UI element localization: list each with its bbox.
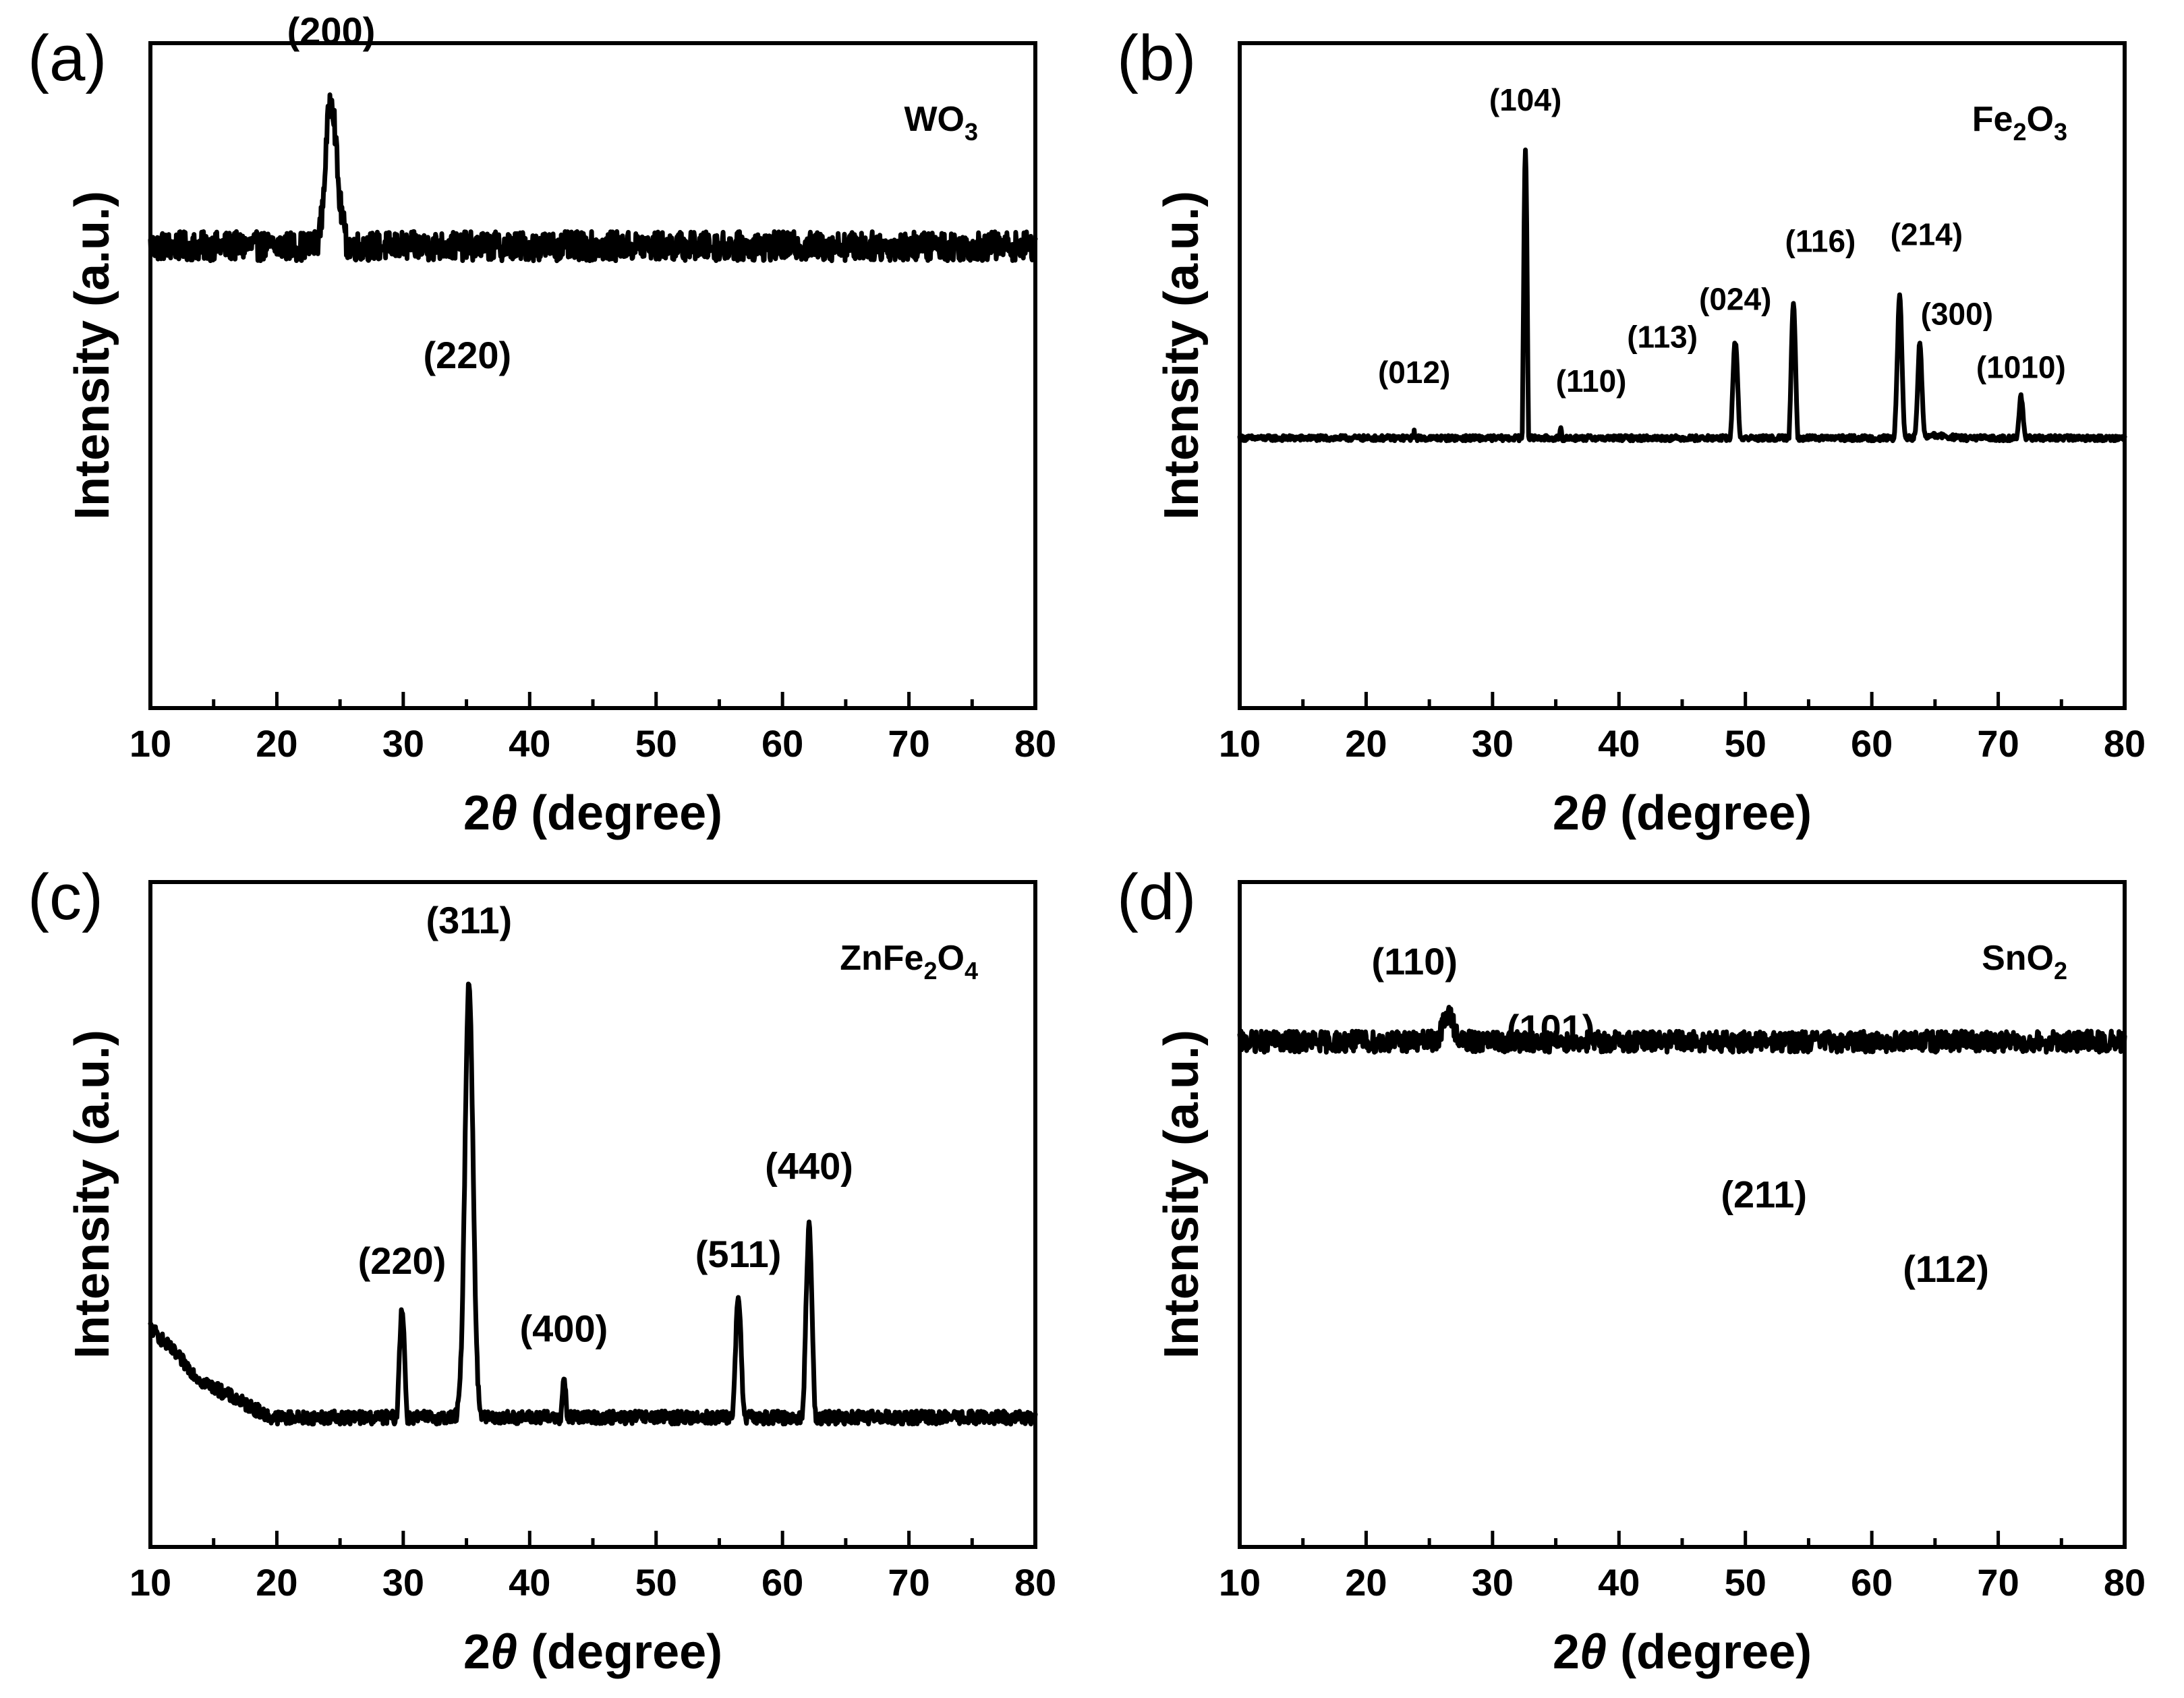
x-axis-title: 2θ (degree) [463, 786, 722, 840]
x-tick-label: 80 [1014, 722, 1056, 765]
x-tick-label: 40 [509, 722, 550, 765]
peak-label: (300) [1921, 297, 1993, 332]
chart-panel-d: 10 20 30 40 50 60 70 80 2θ (degree) Intensity (a.… [1117, 861, 2146, 1679]
sample-name: Fe2O3 [1972, 100, 2067, 146]
y-axis-title: Intensity (a.u.) [1155, 191, 1209, 520]
x-axis-title: 2θ (degree) [1553, 1625, 1812, 1679]
xrd-trace [1237, 1005, 2127, 1055]
x-tick-label: 10 [130, 1561, 171, 1604]
peak-label: (112) [1903, 1248, 1989, 1290]
peak-label: (116) [1785, 224, 1856, 259]
peak-label: (113) [1627, 319, 1698, 354]
panel-label: (b) [1117, 22, 1196, 94]
sample-name: SnO2 [1982, 939, 2067, 985]
chart-panel-c: 10 20 30 40 50 60 70 80 2θ (degree) Intensity (a.… [28, 861, 1056, 1679]
peak-label: (511) [695, 1233, 782, 1275]
peak-label: (440) [765, 1145, 853, 1188]
peak-label: (311) [426, 899, 512, 941]
x-tick-label: 40 [509, 1561, 550, 1604]
x-tick-label: 50 [1725, 1561, 1766, 1604]
chart-panel-b: 10 20 30 40 50 60 70 80 2θ (degree) Intensity (a.… [1117, 22, 2146, 840]
peak-label: (220) [423, 334, 511, 376]
x-tick-label: 70 [888, 1561, 929, 1604]
sample-name: WO3 [904, 100, 978, 146]
y-axis-title: Intensity (a.u.) [65, 1030, 119, 1359]
x-tick-label: 20 [256, 1561, 297, 1604]
x-tick-label: 30 [382, 1561, 424, 1604]
panel-label: (a) [28, 22, 107, 94]
x-tick-label: 30 [1472, 1561, 1514, 1604]
panel-label: (d) [1117, 861, 1196, 933]
x-tick-label: 20 [1345, 1561, 1387, 1604]
x-tick-label: 50 [635, 1561, 677, 1604]
x-axis-title: 2θ (degree) [463, 1625, 722, 1679]
x-tick-label: 50 [1725, 722, 1766, 765]
peak-label: (400) [520, 1308, 608, 1350]
x-tick-label: 70 [1977, 1561, 2019, 1604]
xrd-trace [148, 981, 1038, 1427]
x-tick-label: 80 [2104, 722, 2146, 765]
x-axis-title: 2θ (degree) [1553, 786, 1812, 840]
peak-label: (220) [358, 1239, 447, 1282]
x-tick-label: 50 [635, 722, 677, 765]
x-tick-label: 30 [1472, 722, 1514, 765]
x-tick-label: 40 [1598, 722, 1640, 765]
x-tick-label: 80 [1014, 1561, 1056, 1604]
x-tick-label: 60 [761, 1561, 803, 1604]
x-tick-label: 80 [2104, 1561, 2146, 1604]
peak-label: (104) [1489, 82, 1561, 117]
panel-label: (c) [28, 861, 103, 933]
xrd-trace [1237, 147, 2127, 444]
x-tick-label: 60 [761, 722, 803, 765]
peak-label: (211) [1721, 1173, 1807, 1215]
x-tick-label: 20 [256, 722, 297, 765]
sample-name: ZnFe2O4 [840, 939, 978, 985]
peak-label: (1010) [1976, 350, 2066, 385]
peak-label: (214) [1891, 217, 1963, 252]
y-axis-title: Intensity (a.u.) [1155, 1030, 1209, 1359]
chart-panel-a: 10 20 30 40 50 60 70 80 2θ (degree) Intensity (a.… [28, 9, 1056, 840]
x-tick-label: 70 [888, 722, 929, 765]
peak-label: (024) [1699, 282, 1771, 317]
x-tick-label: 20 [1345, 722, 1387, 765]
x-tick-label: 10 [1219, 722, 1261, 765]
y-axis-title: Intensity (a.u.) [65, 191, 119, 520]
x-tick-label: 30 [382, 722, 424, 765]
peak-label: (012) [1378, 355, 1450, 390]
x-tick-label: 60 [1851, 1561, 1893, 1604]
x-tick-label: 70 [1977, 722, 2019, 765]
peak-label: (110) [1371, 940, 1458, 983]
plot-frame [148, 880, 1037, 1549]
peak-label: (110) [1556, 363, 1627, 399]
x-tick-label: 60 [1851, 722, 1893, 765]
peak-label: (101) [1507, 1007, 1595, 1049]
peak-label: (200) [287, 9, 376, 52]
x-tick-label: 10 [1219, 1561, 1261, 1604]
plot-frame [148, 41, 1037, 710]
x-tick-label: 40 [1598, 1561, 1640, 1604]
xrd-trace [148, 92, 1038, 264]
x-tick-label: 10 [130, 722, 171, 765]
